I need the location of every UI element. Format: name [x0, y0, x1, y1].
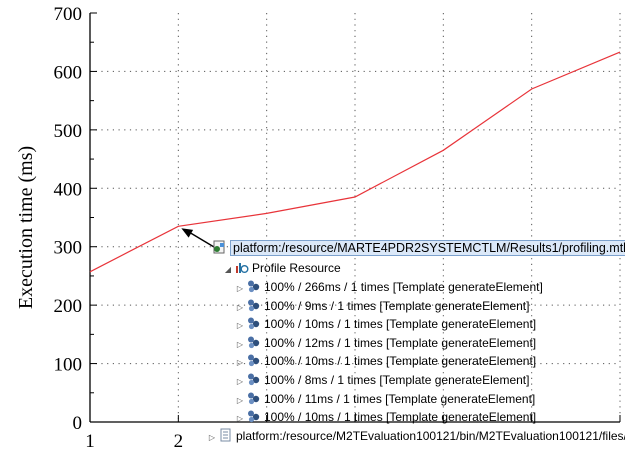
collapsed-triangle-icon: ▷ [236, 414, 244, 424]
y-tick-label-0: 0 [73, 413, 83, 434]
collapsed-triangle-icon: ▷ [236, 302, 244, 312]
template-gears-icon [246, 298, 261, 312]
template-entry-row[interactable]: ▷ 100% / 9ms / 1 times [Template generate… [234, 298, 530, 316]
model-file-icon [212, 240, 227, 254]
collapsed-triangle-icon: ▷ [236, 358, 244, 368]
template-entry-label: 100% / 11ms / 1 times [Template generate… [264, 391, 536, 406]
template-entry-row[interactable]: ▷ 100% / 266ms / 1 times [Template genera… [234, 279, 543, 297]
collapsed-triangle-icon: ▷ [236, 377, 244, 386]
collapsed-triangle-icon: ▷ [236, 395, 244, 405]
template-gears-icon [246, 335, 261, 349]
tree-profile-row[interactable]: ◢ Profile Resource [222, 260, 341, 278]
y-tick-label-700: 700 [54, 4, 83, 25]
template-entry-label: 100% / 10ms / 1 times [Template generate… [264, 354, 537, 369]
template-entry-label: 100% / 10ms / 1 times [Template generate… [264, 410, 537, 425]
template-entry-row[interactable]: ▷ 100% / 10ms / 1 times [Template generat… [234, 409, 536, 427]
template-gears-icon [246, 372, 261, 386]
y-tick-label-300: 300 [54, 238, 83, 259]
x-tick-label-2: 2 [174, 431, 184, 451]
y-axis-title: Execution time (ms) [15, 146, 37, 309]
template-entry-label: 100% / 10ms / 1 times [Template generate… [264, 317, 537, 332]
profiling-tree-overlay: platform:/resource/MARTE4PDR2SYSTEMCTLM/… [204, 238, 625, 451]
callout-arrow [181, 228, 215, 248]
tree-file-row[interactable]: ▷ platform:/resource/M2TEvaluation100121… [206, 428, 625, 446]
collapsed-triangle-icon: ▷ [236, 339, 244, 349]
template-gears-icon [246, 353, 261, 367]
series-lines [89, 51, 621, 273]
callout-arrow-line [188, 231, 215, 248]
axis-ticks: 0 100 200 300 400 500 600 700 1 2 [54, 4, 621, 451]
y-tick-label-400: 400 [54, 179, 83, 200]
template-entry-row[interactable]: ▷ 100% / 12ms / 1 times [Template generat… [234, 335, 536, 353]
expanded-triangle-icon: ◢ [224, 265, 232, 274]
y-tick-label-500: 500 [54, 121, 83, 142]
template-entry-label: 100% / 12ms / 1 times [Template generate… [264, 335, 537, 350]
y-tick-label-200: 200 [54, 296, 83, 317]
callout-arrow-head [181, 228, 194, 238]
template-gears-icon [246, 409, 261, 423]
template-gears-icon [246, 316, 261, 330]
x-tick-label-1: 1 [85, 431, 95, 451]
y-tick-label-600: 600 [54, 62, 83, 83]
tree-profile-label: Profile Resource [252, 261, 341, 275]
template-entry-label: 100% / 266ms / 1 times [Template generat… [264, 280, 543, 294]
file-icon [218, 428, 233, 442]
template-entry-row[interactable]: ▷ 100% / 10ms / 1 times [Template generat… [234, 316, 536, 334]
template-entry-label: 100% / 9ms / 1 times [Template generateE… [264, 298, 530, 313]
series-line-0 [89, 51, 621, 273]
collapsed-triangle-icon: ▷ [208, 433, 216, 442]
template-entry-row[interactable]: ▷ 100% / 10ms / 1 times [Template generat… [234, 353, 536, 371]
profile-chart-icon [234, 260, 249, 274]
tree-file-label: platform:/resource/M2TEvaluation100121/b… [236, 429, 625, 443]
template-entry-row[interactable]: ▷ 100% / 11ms / 1 times [Template generat… [234, 391, 535, 409]
collapsed-triangle-icon: ▷ [236, 284, 244, 293]
template-gears-icon [246, 279, 261, 293]
collapsed-triangle-icon: ▷ [236, 321, 244, 331]
tree-root-row[interactable]: platform:/resource/MARTE4PDR2SYSTEMCTLM/… [212, 240, 625, 258]
tree-root-label: platform:/resource/MARTE4PDR2SYSTEMCTLM/… [230, 240, 625, 256]
y-tick-label-100: 100 [54, 355, 83, 376]
template-gears-icon [246, 391, 261, 405]
template-entry-label: 100% / 8ms / 1 times [Template generateE… [264, 373, 530, 387]
template-entry-row[interactable]: ▷ 100% / 8ms / 1 times [Template generate… [234, 372, 530, 390]
